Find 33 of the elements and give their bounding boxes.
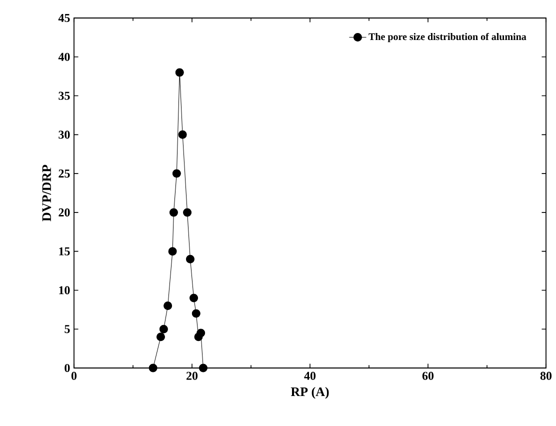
x-tick-label: 0 xyxy=(71,372,77,380)
point xyxy=(198,364,208,372)
y-axis-title: DVP/DRP xyxy=(42,164,52,222)
point xyxy=(159,324,168,334)
y-tick-label: 25 xyxy=(58,170,70,178)
y-tick-label: 15 xyxy=(59,247,70,256)
point xyxy=(164,302,172,310)
y-tick-label: 0 xyxy=(64,364,70,372)
y-tick-label: 35 xyxy=(58,92,70,100)
legend-label: The pore size distribution of alumina xyxy=(368,32,526,42)
point xyxy=(156,332,165,342)
x-tick-label: 40 xyxy=(304,372,316,380)
x-tick-label: 80 xyxy=(540,372,552,380)
point xyxy=(183,208,192,217)
x-axis-title: RP (A) xyxy=(290,387,329,399)
y-tick-label: 40 xyxy=(58,52,70,61)
y-tick-label: 5 xyxy=(64,325,70,334)
point xyxy=(172,169,181,178)
y-tick-label: 10 xyxy=(59,286,70,294)
y-tick-label: 20 xyxy=(58,208,70,216)
x-tick-label: 20 xyxy=(186,372,198,380)
x-tick-label: 60 xyxy=(422,372,434,380)
y-tick-label: 45 xyxy=(58,14,70,22)
point xyxy=(190,294,198,302)
point xyxy=(186,254,194,264)
point xyxy=(169,208,178,217)
y-tick-label: 30 xyxy=(58,130,70,139)
point xyxy=(192,309,200,318)
point xyxy=(178,130,187,139)
point xyxy=(196,328,206,338)
point xyxy=(148,364,158,372)
point xyxy=(175,68,184,77)
point xyxy=(168,247,177,256)
